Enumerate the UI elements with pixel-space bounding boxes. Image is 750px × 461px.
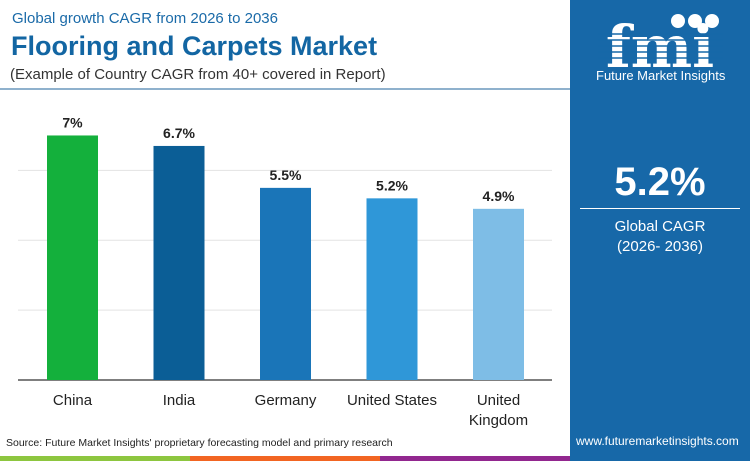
data-label: 5.5% <box>270 167 302 183</box>
bar-united-states <box>366 198 418 380</box>
category-label: United <box>477 392 520 409</box>
data-label: 7% <box>62 114 83 130</box>
data-label: 6.7% <box>163 125 195 141</box>
global-cagr-label: Global CAGR (2026- 2036) <box>570 217 750 257</box>
page-title: Flooring and Carpets Market <box>11 31 378 61</box>
category-label: United States <box>347 392 437 409</box>
label-line1: Global CAGR <box>614 218 706 235</box>
panel-divider <box>580 208 740 209</box>
stripe-orange <box>190 456 380 461</box>
stripe-green <box>0 456 190 461</box>
bar-united-kingdom <box>473 208 524 380</box>
chart-note: (Example of Country CAGR from 40+ covere… <box>10 66 386 83</box>
bar-chart: 7% China 6.7% India 5.5% Germany 5.2% United St… <box>18 114 552 429</box>
fmi-logo: fmi <box>598 13 723 72</box>
bar-germany <box>260 187 311 380</box>
global-cagr-value: 5.2% <box>614 160 706 204</box>
bar-india <box>153 145 205 380</box>
bar-china <box>47 135 98 380</box>
brand-name: Future Market Insights <box>596 68 726 83</box>
label-line2: (2026- 2036) <box>617 238 703 255</box>
divider <box>0 88 570 90</box>
category-label: Germany <box>255 392 317 409</box>
subtitle: Global growth CAGR from 2026 to 2036 <box>12 10 278 27</box>
website-link[interactable]: www.futuremarketinsights.com <box>576 434 739 448</box>
data-label: 4.9% <box>483 188 515 204</box>
source-note: Source: Future Market Insights' propriet… <box>6 437 393 449</box>
stripe-purple <box>380 456 570 461</box>
data-label: 5.2% <box>376 177 408 193</box>
category-label: China <box>53 392 93 409</box>
summary-panel <box>570 0 750 461</box>
category-label: Kingdom <box>469 412 528 429</box>
category-label: India <box>163 392 196 409</box>
